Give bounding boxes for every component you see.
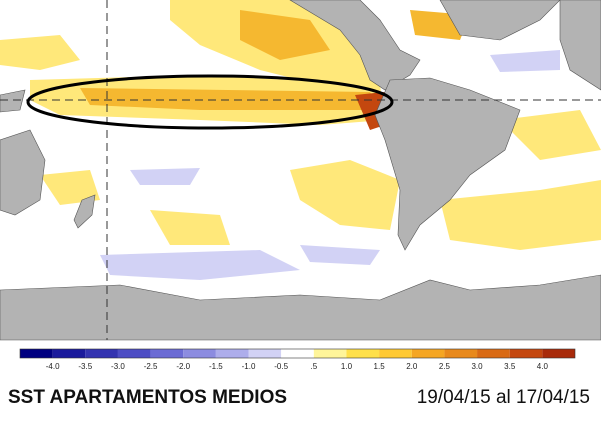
colorbar-label: -1.0	[242, 362, 256, 371]
colorbar-label: .5	[310, 362, 317, 371]
caption-title: SST APARTAMENTOS MEDIOS	[8, 387, 287, 408]
map	[0, 0, 601, 341]
strong-warm-anomalies	[80, 10, 470, 110]
colorbar-label: -1.5	[209, 362, 223, 371]
colorbar-swatch	[20, 349, 53, 358]
colorbar-swatch	[313, 349, 347, 358]
colorbar-swatch	[150, 349, 184, 358]
colorbar-swatch	[183, 349, 216, 358]
colorbar-label: 3.0	[471, 362, 483, 371]
colorbar-label: -0.5	[274, 362, 288, 371]
colorbar: -4.0 -3.5 -3.0 -2.5 -2.0 -1.5 -1.0 -0.5 .5 1.0 1.5…	[19, 348, 576, 371]
colorbar-swatch	[346, 349, 380, 358]
colorbar-swatch	[85, 349, 118, 358]
cool-anomalies	[100, 50, 560, 280]
colorbar-label: 4.0	[537, 362, 549, 371]
colorbar-label: 2.0	[406, 362, 418, 371]
colorbar-swatch	[215, 349, 249, 358]
colorbar-swatch	[542, 349, 575, 358]
colorbar-label: -4.0	[46, 362, 60, 371]
colorbar-label: -2.0	[176, 362, 190, 371]
colorbar-label: -3.5	[78, 362, 92, 371]
colorbar-label: 1.0	[341, 362, 353, 371]
land	[0, 0, 601, 341]
colorbar-swatch	[281, 349, 314, 358]
colorbar-label: 3.5	[504, 362, 516, 371]
colorbar-swatch	[52, 349, 86, 358]
colorbar-swatch	[509, 349, 543, 358]
colorbar-label: -3.0	[111, 362, 125, 371]
colorbar-swatch	[117, 349, 151, 358]
colorbar-frame	[19, 348, 576, 359]
caption-dates: 19/04/15 al 17/04/15	[417, 387, 590, 408]
colorbar-label: 2.5	[439, 362, 451, 371]
colorbar-label: 1.5	[374, 362, 386, 371]
colorbar-swatch	[379, 349, 412, 358]
colorbar-swatch	[477, 349, 510, 358]
highlight-ellipse	[26, 74, 394, 130]
colorbar-swatch	[248, 349, 282, 358]
colorbar-label: -2.5	[144, 362, 158, 371]
colorbar-swatch	[444, 349, 478, 358]
colorbar-swatch	[411, 349, 445, 358]
